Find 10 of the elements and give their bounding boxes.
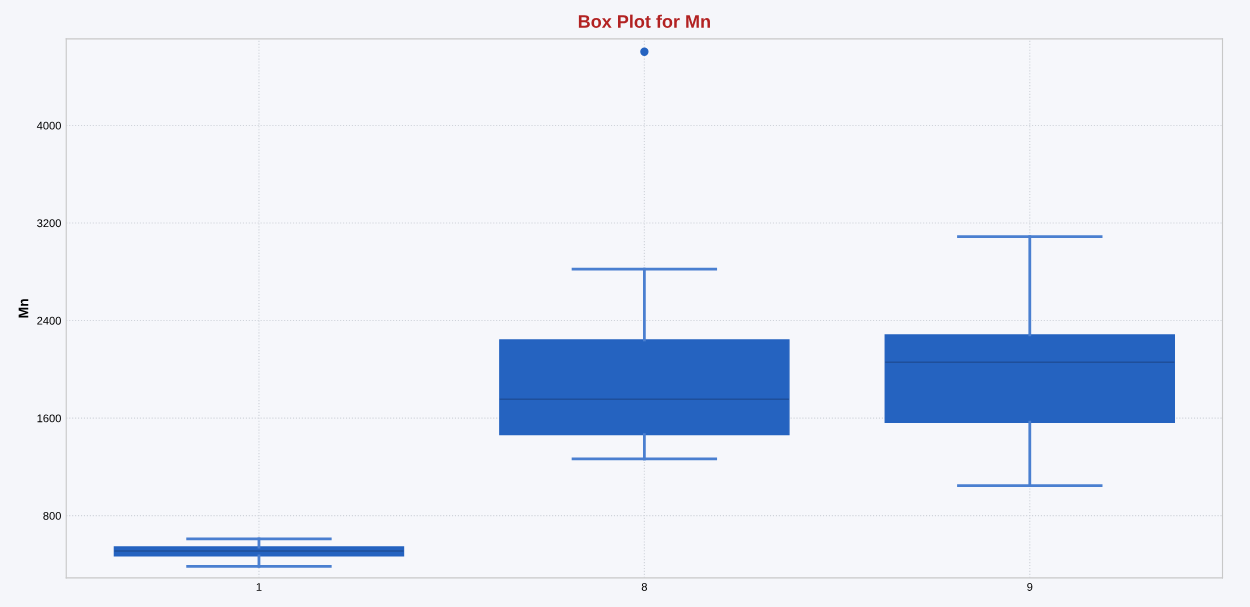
y-axis-title: Mn [18, 299, 29, 318]
y-tick-label: 800 [43, 511, 61, 520]
y-tick-label: 1600 [37, 414, 61, 423]
x-tick-label: 9 [1027, 583, 1033, 591]
x-tick-label: 8 [641, 583, 647, 591]
y-tick-label: 4000 [36, 121, 61, 130]
y-tick-label: 3200 [37, 219, 61, 228]
y-tick-label: 2400 [37, 316, 61, 325]
x-tick-label: 1 [256, 583, 262, 591]
chart-title: Box Plot for Mn [578, 14, 710, 28]
